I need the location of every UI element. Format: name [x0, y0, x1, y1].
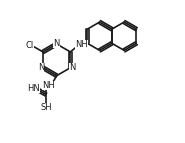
- Text: N: N: [38, 63, 45, 72]
- Text: NH: NH: [42, 81, 55, 90]
- Text: HN: HN: [27, 84, 40, 93]
- Text: N: N: [53, 39, 60, 48]
- Text: Cl: Cl: [26, 40, 34, 49]
- Text: N: N: [69, 63, 75, 72]
- Text: NH: NH: [75, 40, 88, 49]
- Text: SH: SH: [40, 103, 52, 112]
